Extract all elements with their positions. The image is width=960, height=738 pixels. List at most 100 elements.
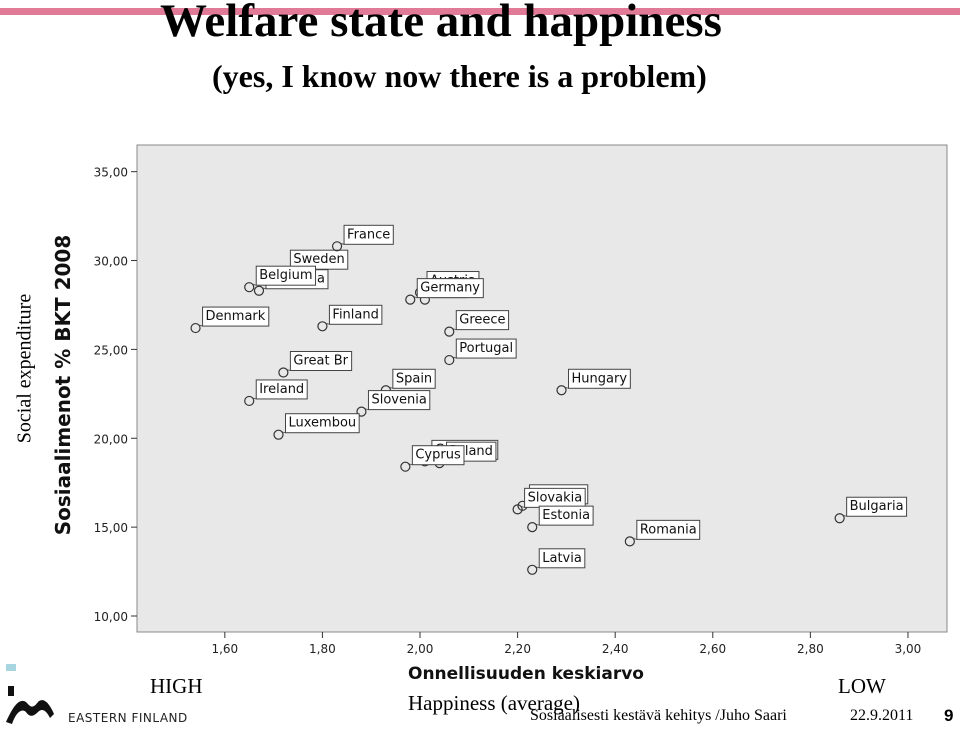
point-label: Cyprus [415, 448, 461, 463]
point-marker [512, 504, 523, 515]
data-point: Germany [405, 278, 484, 305]
slide-title: Welfare state and happiness [160, 0, 722, 47]
point-leader-line [286, 369, 291, 371]
point-marker [527, 564, 538, 575]
point-label-box [568, 368, 631, 389]
high-label: HIGH [150, 674, 203, 698]
point-label-box [636, 519, 701, 540]
point-marker [444, 326, 455, 337]
data-point: Denmark [190, 306, 270, 334]
point-label: Denmark [206, 309, 266, 324]
university-logo-icon [6, 686, 54, 724]
point-marker [556, 385, 567, 396]
point-label-box [392, 368, 436, 389]
footer-text: Sosiaalisesti kestävä kehitys /Juho Saar… [530, 707, 787, 724]
point-leader-line [339, 242, 345, 245]
point-leader-line [452, 328, 457, 331]
point-leader-line [520, 505, 525, 508]
y-axis: 10,00 15,00 20,00 25,00 30,00 35,00 [94, 166, 137, 624]
point-marker [400, 461, 411, 472]
data-points: SwedenFranceNetherlaBelgiumAustriaItalyG… [190, 224, 908, 575]
point-label: Latvia [542, 551, 582, 566]
point-leader-line [632, 537, 637, 540]
point-marker [527, 522, 538, 533]
x-caption: Happiness (average) [408, 691, 580, 715]
point-marker [253, 285, 265, 296]
point-marker [244, 395, 255, 407]
point-label: Finland [332, 307, 378, 322]
point-marker [273, 429, 284, 440]
data-point: Hungary [556, 368, 631, 396]
point-leader-line [408, 463, 413, 466]
point-label-box [411, 445, 465, 466]
logo-square [6, 664, 16, 671]
point-label: Sweden [293, 252, 344, 267]
point-label-box [328, 304, 383, 325]
point-leader-line [842, 514, 847, 517]
point-label: Spain [396, 371, 432, 386]
low-label: LOW [838, 674, 886, 698]
point-label: Slovenia [371, 393, 426, 408]
data-point: Bulgaria [834, 496, 908, 524]
point-label: Germany [420, 281, 480, 296]
point-label-box [455, 310, 510, 331]
page-number: 9 [944, 706, 954, 725]
point-label-box [202, 306, 270, 327]
point-label-box [538, 548, 586, 569]
point-marker [190, 322, 201, 334]
data-point: Spain [380, 368, 436, 396]
point-label: Bulgaria [850, 499, 904, 514]
x-axis: 1,60 1,80 2,00 2,20 2,40 2,60 2,80 3,00 [211, 632, 921, 656]
data-point: Slovakia [512, 487, 586, 515]
data-point: Romania [624, 519, 701, 547]
slide-subtitle: (yes, I know now there is a problem) [212, 58, 707, 94]
point-label-box [255, 265, 317, 286]
point-leader-line [535, 523, 540, 526]
point-label: Ireland [259, 382, 304, 397]
point-marker [834, 513, 845, 524]
data-point: Greece [444, 310, 510, 337]
data-point: Latvia [527, 548, 586, 575]
x-tick-label: 3,00 [895, 642, 922, 656]
y-tick-label: 15,00 [94, 521, 128, 535]
point-label: Slovakia [528, 490, 583, 505]
data-point: France [331, 224, 394, 252]
data-point: Finland [317, 304, 383, 332]
point-label-box [846, 496, 908, 517]
point-label: Portugal [459, 341, 513, 356]
point-marker [244, 282, 255, 293]
footer-date: 22.9.2011 [850, 707, 914, 724]
point-label: Great Br [293, 354, 348, 369]
point-leader-line [281, 431, 286, 434]
logo-text: EASTERN FINLAND [68, 711, 188, 725]
point-label-box [455, 338, 517, 359]
point-leader-line [252, 397, 257, 400]
data-point: Luxembou [273, 413, 360, 440]
point-label-box [416, 278, 484, 299]
data-point: Ireland [244, 379, 308, 407]
point-marker [317, 321, 328, 332]
point-marker [278, 367, 289, 378]
x-tick-label: 2,60 [699, 642, 726, 656]
y-tick-label: 30,00 [94, 255, 128, 269]
point-label-box [289, 351, 353, 372]
point-marker [624, 536, 635, 547]
point-leader-line [261, 287, 267, 290]
x-tick-label: 2,20 [504, 642, 531, 656]
point-leader-line [198, 324, 203, 327]
data-point: Great Br [278, 351, 353, 378]
point-label-box [538, 505, 594, 526]
point-label-box [285, 413, 360, 434]
point-leader-line [325, 322, 330, 325]
y-tick-label: 25,00 [94, 343, 128, 357]
y-tick-label: 20,00 [94, 432, 128, 446]
point-marker [331, 241, 343, 252]
x-tick-label: 2,40 [602, 642, 629, 656]
point-label: Romania [640, 522, 697, 537]
point-label-box [255, 379, 308, 400]
point-label: France [347, 227, 390, 242]
y-tick-label: 10,00 [94, 610, 128, 624]
x-tick-label: 1,60 [211, 642, 238, 656]
top-accent-bar [0, 8, 960, 15]
